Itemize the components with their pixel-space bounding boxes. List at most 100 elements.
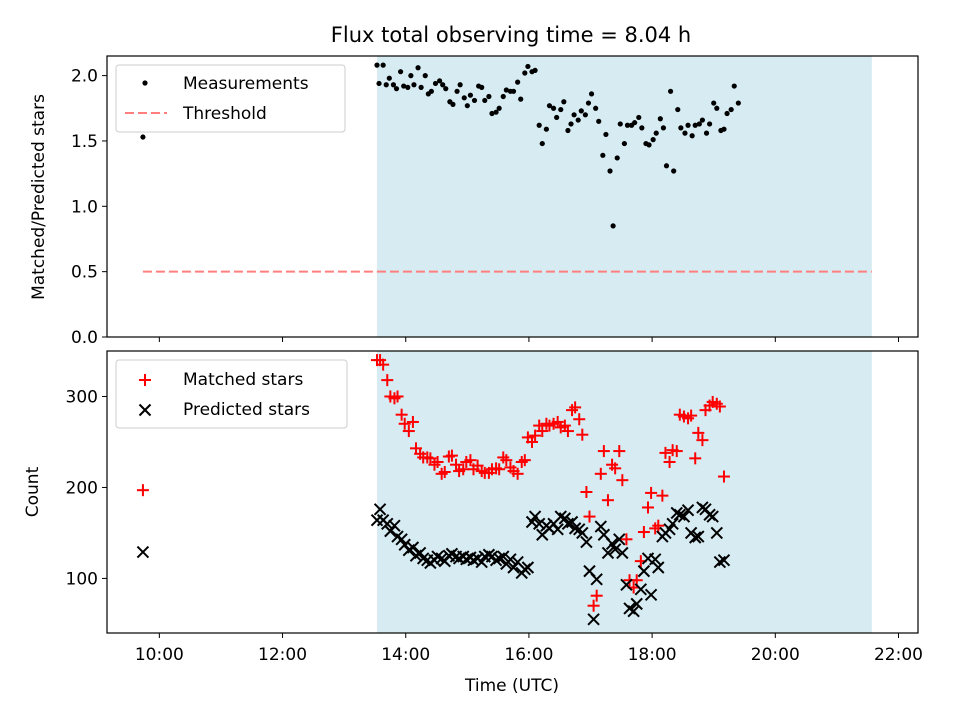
measurement-point xyxy=(536,122,542,128)
measurement-point xyxy=(467,92,474,98)
measurement-point xyxy=(464,103,470,109)
matched-stars-point xyxy=(438,465,451,478)
top-observing-window xyxy=(376,56,872,337)
ratio-panel: 0.00.51.01.52.0 Matched/Predicted stars … xyxy=(29,55,919,348)
measurement-point xyxy=(543,126,549,132)
measurement-point xyxy=(696,121,702,127)
measurement-point xyxy=(714,105,720,111)
bottom-plot-area xyxy=(136,354,731,626)
measurement-point xyxy=(418,84,424,90)
predicted-stars-point xyxy=(587,613,600,626)
measurement-point xyxy=(660,125,667,131)
predicted-stars-point xyxy=(706,510,719,523)
matched-stars-point xyxy=(642,501,655,514)
measurement-point xyxy=(532,67,538,73)
matched-stars-point xyxy=(398,417,411,430)
matched-stars-point xyxy=(576,428,589,441)
measurement-point xyxy=(565,127,571,134)
measurement-point xyxy=(374,62,380,68)
x-tick-label: 12:00 xyxy=(258,645,307,665)
measurement-point xyxy=(493,109,499,115)
measurement-point xyxy=(711,100,717,106)
measurement-point xyxy=(440,82,446,88)
matched-stars-point xyxy=(395,408,408,421)
measurement-point xyxy=(721,126,727,132)
predicted-stars-point xyxy=(568,522,582,535)
matched-stars-point xyxy=(689,452,702,465)
matched-stars-point xyxy=(573,413,586,426)
matched-stars-point xyxy=(406,415,419,428)
predicted-stars-point xyxy=(692,530,705,543)
legend-measurements-label: Measurements xyxy=(183,74,309,94)
predicted-stars-point xyxy=(613,533,626,546)
matched-stars-point xyxy=(652,519,665,532)
measurement-point xyxy=(140,134,146,140)
measurement-point xyxy=(518,96,524,102)
predicted-stars-point xyxy=(497,550,510,563)
matched-stars-point xyxy=(402,425,415,438)
measurement-point xyxy=(568,121,574,127)
measurement-point xyxy=(707,121,713,127)
measurement-point xyxy=(703,130,710,136)
measurement-point xyxy=(617,121,623,127)
predicted-stars-point xyxy=(594,520,607,533)
measurement-point xyxy=(437,78,443,84)
predicted-stars-point xyxy=(634,583,648,596)
measurement-point xyxy=(496,105,502,111)
predicted-stars-point xyxy=(551,523,564,536)
bottom-observing-window xyxy=(376,351,872,633)
matched-stars-point xyxy=(696,434,709,447)
measurement-point xyxy=(561,99,567,105)
predicted-stars-point xyxy=(136,545,150,559)
count-panel: 10:00 12:00 14:00 16:00 18:00 20:00 22:00 100 20… xyxy=(23,350,923,696)
measurement-point xyxy=(663,163,670,169)
measurement-point xyxy=(632,120,638,126)
measurement-point xyxy=(515,79,521,85)
x-tick-label: 14:00 xyxy=(381,645,430,665)
top-legend: Measurements Threshold xyxy=(115,64,346,133)
predicted-stars-point xyxy=(373,503,387,516)
top-axes-frame xyxy=(106,55,919,338)
measurement-point xyxy=(401,83,407,89)
measurement-point xyxy=(525,63,531,70)
measurement-point xyxy=(614,155,620,161)
measurement-point xyxy=(479,84,485,90)
measurement-point xyxy=(454,88,460,94)
predicted-stars-point xyxy=(630,597,643,611)
top-axis-ticks: 0.0 0.5 1.0 1.5 2.0 xyxy=(71,67,899,348)
measurement-point xyxy=(510,88,517,94)
matched-stars-point xyxy=(587,599,600,612)
measurement-point xyxy=(443,86,449,92)
bottom-legend-box xyxy=(115,359,348,429)
predicted-stars-point xyxy=(576,526,589,540)
measurement-point xyxy=(486,93,492,100)
x-tick-label: 18:00 xyxy=(628,645,677,665)
measurement-point xyxy=(489,110,495,117)
matched-stars-point xyxy=(637,526,650,539)
matched-stars-point xyxy=(601,494,614,507)
matched-stars-point xyxy=(594,467,607,480)
bottom-y-axis-label: Count xyxy=(23,466,43,517)
predicted-stars-point xyxy=(601,546,615,560)
measurement-point xyxy=(585,100,592,106)
matched-stars-point xyxy=(645,486,658,499)
measurement-point xyxy=(457,82,463,88)
measurement-point xyxy=(383,82,389,88)
matched-stars-point xyxy=(613,445,626,458)
predicted-stars-point xyxy=(681,503,695,517)
measurement-point xyxy=(692,122,698,128)
predicted-stars-point xyxy=(689,531,702,544)
matched-stars-point xyxy=(529,429,542,442)
measurement-point xyxy=(380,62,386,68)
measurement-point xyxy=(685,122,691,128)
legend-threshold-label: Threshold xyxy=(182,104,267,124)
measurement-point xyxy=(657,116,663,122)
measurement-point xyxy=(522,70,528,76)
matched-stars-point xyxy=(493,463,506,476)
predicted-stars-point xyxy=(648,553,662,566)
matched-stars-point xyxy=(445,449,458,462)
measurement-point xyxy=(593,105,599,111)
top-y-tick-label: 1.0 xyxy=(71,197,98,217)
matched-stars-point xyxy=(457,463,470,476)
matched-stars-point xyxy=(659,446,672,459)
